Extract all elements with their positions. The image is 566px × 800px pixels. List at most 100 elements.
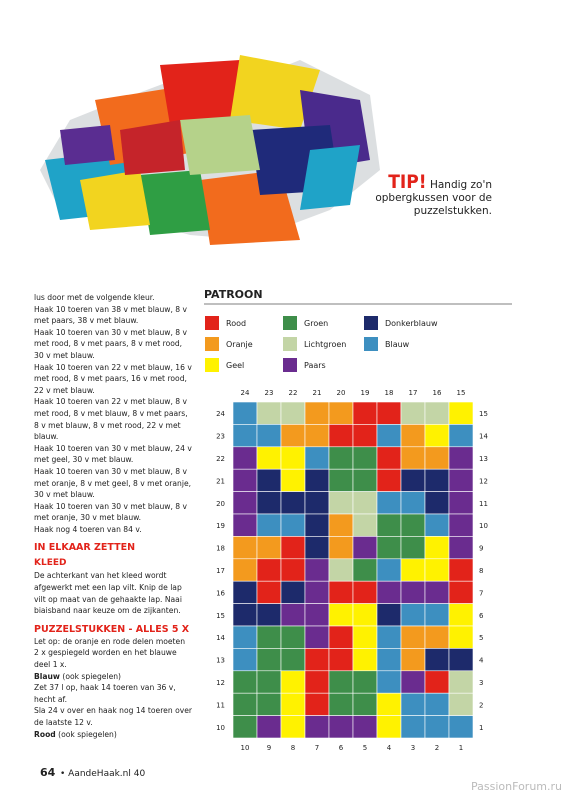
- grid-cell: [328, 468, 354, 492]
- text-line: Rood (ook spiegelen): [34, 729, 194, 741]
- grid-cell: [352, 401, 378, 425]
- text: (ook spiegelen): [55, 729, 117, 739]
- grid-cell: [448, 625, 474, 649]
- grid-label: 9: [479, 545, 483, 553]
- grid-label: 24: [216, 410, 225, 418]
- grid-label: 19: [361, 389, 370, 397]
- grid-cell: [328, 536, 354, 560]
- grid-cell: [352, 715, 378, 739]
- grid-label: 10: [479, 522, 488, 530]
- grid-cell: [376, 513, 402, 537]
- grid-cell: [280, 648, 306, 672]
- grid-cell: [352, 625, 378, 649]
- section-heading: IN ELKAAR ZETTEN: [34, 542, 136, 554]
- grid-cell: [304, 446, 330, 470]
- grid-cell: [280, 692, 306, 716]
- grid-label: 22: [289, 389, 298, 397]
- grid-cell: [376, 424, 402, 448]
- grid-cell: [448, 424, 474, 448]
- grid-cell: [400, 625, 426, 649]
- grid-label: 23: [265, 389, 274, 397]
- grid-label: 9: [267, 744, 271, 752]
- text-line: met rood, 8 v met paars, 16 v met rood,: [34, 374, 187, 384]
- grid-cell: [280, 625, 306, 649]
- grid-cell: [304, 603, 330, 627]
- grid-cell: [256, 446, 282, 470]
- legend-label: Blauw: [385, 340, 410, 349]
- grid-cell: [400, 670, 426, 694]
- page-number: 64: [40, 766, 56, 779]
- text-line: Haak 10 toeren van 30 v met blauw, 8 v: [34, 466, 188, 476]
- grid-cell: [232, 715, 258, 739]
- grid-cell: [448, 513, 474, 537]
- grid-cell: [424, 536, 450, 560]
- grid-cell: [232, 558, 258, 582]
- text-line: 22 v met blauw.: [34, 385, 95, 395]
- tip-text: puzzelstukken.: [413, 205, 492, 217]
- grid-cell: [352, 648, 378, 672]
- text-line: Haak 10 toeren van 22 v met blauw, 16 v: [34, 362, 192, 372]
- grid-label: 19: [216, 522, 225, 530]
- text-line: de laatste 12 v.: [34, 718, 93, 727]
- grid-cell: [256, 536, 282, 560]
- grid-cell: [448, 536, 474, 560]
- grid-cell: [448, 491, 474, 515]
- grid-cell: [352, 536, 378, 560]
- grid-cell: [304, 491, 330, 515]
- grid-cell: [280, 558, 306, 582]
- grid-cell: [448, 401, 474, 425]
- grid-cell: [280, 715, 306, 739]
- grid-cell: [376, 446, 402, 470]
- grid-cell: [232, 513, 258, 537]
- grid-label: 15: [216, 612, 225, 620]
- legend-swatch: [205, 337, 219, 351]
- grid-label: 18: [216, 545, 225, 553]
- grid-cell: [400, 401, 426, 425]
- grid-cell: [424, 468, 450, 492]
- grid-label: 17: [409, 389, 418, 397]
- text-line: Haak 10 toeren van 38 v met blauw, 8 v: [34, 304, 188, 314]
- grid-cell: [352, 558, 378, 582]
- grid-cell: [424, 491, 450, 515]
- legend-swatch: [283, 358, 297, 372]
- grid-cell: [280, 536, 306, 560]
- grid-cell: [376, 670, 402, 694]
- legend: Rood Oranje Geel Groen Lichtgroen Paars Donker…: [205, 316, 438, 372]
- legend-swatch: [205, 358, 219, 372]
- grid-cell: [424, 692, 450, 716]
- legend-label: Rood: [226, 319, 246, 328]
- grid-label: 2: [435, 744, 439, 752]
- text-line: met oranje, 30 v met blauw.: [34, 513, 142, 523]
- legend-label: Paars: [304, 361, 326, 370]
- grid-cell: [400, 491, 426, 515]
- grid-cell: [256, 648, 282, 672]
- grid-cell: [328, 580, 354, 604]
- legend-label: Lichtgroen: [304, 340, 346, 349]
- grid-cell: [352, 580, 378, 604]
- grid-cell: [376, 536, 402, 560]
- grid-label: 23: [216, 433, 225, 441]
- grid-cell: [352, 670, 378, 694]
- grid-cell: [448, 648, 474, 672]
- text-line: met paars, 38 v met blauw.: [34, 316, 139, 326]
- grid-cell: [256, 401, 282, 425]
- grid-label: 7: [315, 744, 319, 752]
- tip-label: TIP!: [388, 171, 427, 193]
- subheading: KLEED: [34, 558, 67, 569]
- watermark: PassionForum.ru: [471, 780, 562, 793]
- tip: TIP! Handig zo'n opbergkussen voor de puzz…: [330, 173, 492, 218]
- grid-cell: [304, 648, 330, 672]
- grid-cell: [280, 513, 306, 537]
- legend-swatch: [283, 337, 297, 351]
- grid-cell: [304, 625, 330, 649]
- grid-cell: [304, 558, 330, 582]
- grid-cell: [256, 715, 282, 739]
- grid-cell: [256, 513, 282, 537]
- legend-swatch: [283, 316, 297, 330]
- grid-cell: [400, 513, 426, 537]
- grid-cell: [328, 401, 354, 425]
- grid-label: 10: [216, 724, 225, 732]
- grid-cell: [424, 580, 450, 604]
